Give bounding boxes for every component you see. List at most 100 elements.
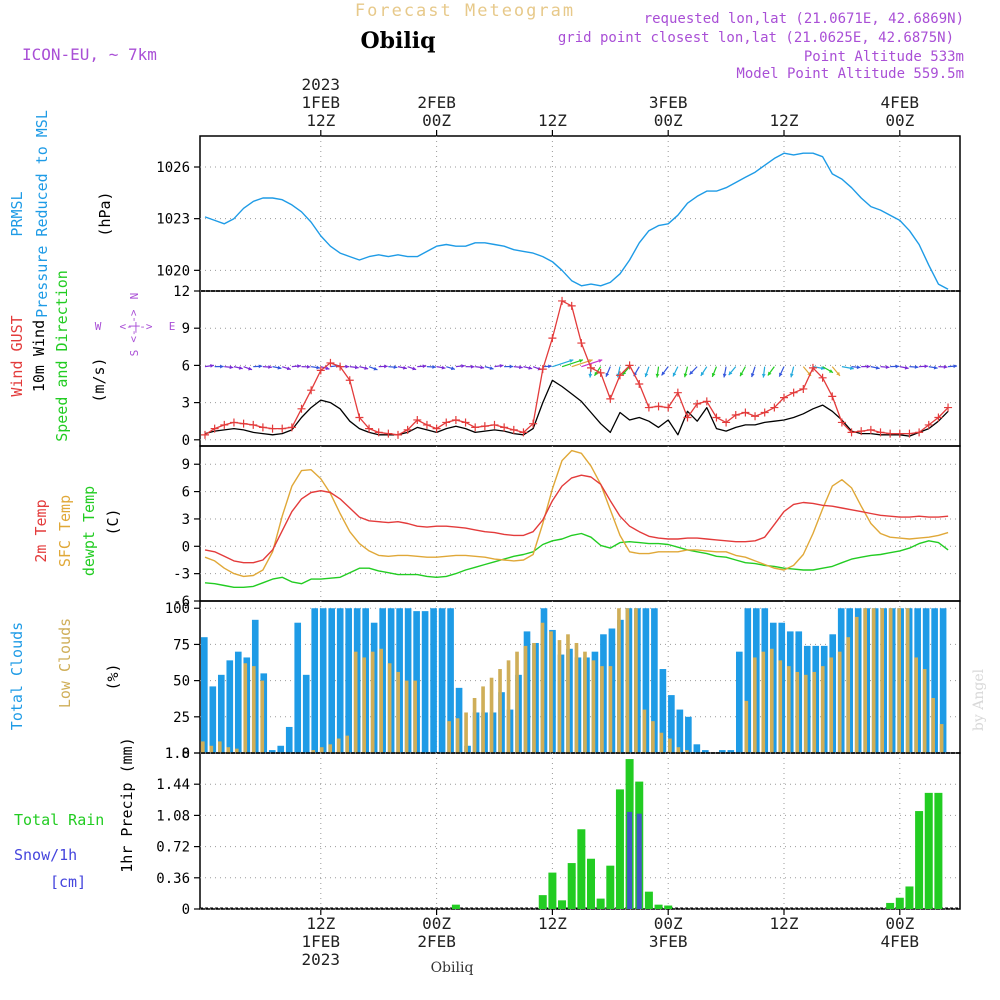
wind-gust-marker (751, 412, 760, 421)
low-cloud-bar (871, 608, 876, 753)
rain-bar (895, 897, 904, 909)
wind-gust-marker (384, 429, 393, 438)
low-cloud-bar (549, 631, 553, 753)
total-cloud-bar (719, 750, 726, 753)
clouds-ticks: 100 75 50 25 0 (165, 601, 200, 762)
wind-unit: (m/s) (90, 357, 108, 402)
compass-s: S (128, 350, 141, 357)
pressure-ytick-label: 1026 (156, 160, 190, 176)
wind-arrow (552, 359, 574, 368)
wind-gust-marker (500, 423, 509, 432)
time-tick-label: 12Z (538, 914, 567, 933)
wind-arrow-head (866, 364, 871, 369)
low-cloud-bar (540, 622, 545, 753)
time-tick-label: 2FEB (417, 932, 456, 951)
total-cloud-bar (430, 608, 437, 753)
wind-gust-marker (567, 301, 576, 310)
total-cloud-bar (311, 608, 319, 753)
wind-arrow-head (594, 371, 599, 376)
time-tick-label: 12Z (770, 914, 799, 933)
total-cloud-bar (209, 686, 217, 753)
wind-ytick-label: 9 (182, 321, 190, 337)
low-cloud-bar (888, 608, 893, 753)
wind-gust-marker (442, 418, 451, 427)
total-cloud-bar (201, 637, 208, 753)
wind-arrow-head (849, 366, 854, 371)
wind-panel: 12 9 6 3 0 Wind GUST 10m Wind Speed and Dire… (8, 270, 961, 449)
wind-gust-marker (741, 408, 750, 417)
time-tick-label: 4FEB (881, 932, 920, 951)
wind-arrow-head (953, 364, 958, 369)
wind-arrow-head (885, 365, 890, 370)
low-cloud-bar (634, 608, 638, 753)
wind-gust-marker (722, 418, 731, 427)
wind-arrow-head (248, 366, 253, 371)
total-cloud-bar (328, 608, 336, 753)
time-tick-label: 00Z (422, 914, 451, 933)
product-title: Forecast Meteogram (355, 1, 575, 21)
wind-gust-marker (731, 411, 740, 419)
wind-arrow-head (683, 373, 688, 378)
wind-series (201, 296, 953, 439)
rain-bar (886, 902, 895, 909)
time-tick-label: 00Z (654, 914, 683, 933)
pressure-unit: (hPa) (96, 191, 114, 236)
wind-gust-marker (587, 363, 595, 372)
precip-ytick-label: 1.8 (165, 746, 190, 762)
wind-arrow-head (644, 373, 649, 378)
wind-gust-marker (857, 427, 866, 436)
rain-bar (924, 792, 933, 909)
rain-bar (558, 900, 567, 909)
time-tick-label: 1FEB (302, 932, 341, 951)
wind-gust-marker (422, 420, 431, 429)
wind-arrow-head (364, 366, 369, 370)
compass-w: W (95, 320, 102, 333)
footer-location: Obiliq (431, 960, 474, 976)
wind-arrow-head (489, 366, 494, 370)
point-altitude: Point Altitude 533m (804, 49, 964, 65)
low-cloud-bar (914, 657, 918, 753)
time-tick-label: 12Z (306, 111, 335, 130)
low-cloud-bar (795, 671, 800, 753)
time-tick-label: 4FEB (881, 93, 920, 112)
low-cloud-bar (761, 651, 766, 753)
wind-arrow-head (605, 372, 610, 377)
precip-ytick-label: 0 (182, 902, 190, 918)
wind-frame (199, 290, 961, 447)
wind-gust-marker (229, 418, 238, 427)
total-cloud-bar (294, 622, 302, 753)
snow-bar (627, 811, 633, 909)
wind-arrow-head (722, 373, 727, 378)
wind-gust-marker (355, 413, 364, 422)
temp-label-dewpt: dewpt Temp (80, 486, 98, 576)
low-cloud-bar (226, 747, 231, 753)
wind-gust-marker (548, 334, 557, 343)
low-cloud-bar (328, 744, 333, 753)
wind-gust-marker (413, 415, 422, 424)
rain-bar (567, 863, 576, 909)
pressure-ytick-label: 1023 (156, 212, 190, 228)
wind-gust-marker (886, 429, 895, 438)
wind-gust-marker (615, 371, 624, 380)
wind-arrow-head (711, 372, 716, 377)
dewpt-line (204, 532, 949, 588)
time-tick-label: 00Z (885, 914, 914, 933)
wind-arrow-head (836, 371, 840, 376)
total-cloud-bar (659, 669, 667, 753)
wind-gust-marker (336, 362, 345, 371)
clouds-ytick-label: 75 (173, 637, 190, 653)
low-cloud-bar (319, 747, 324, 753)
wind-ytick-label: 3 (182, 396, 190, 412)
precip-label-snow: Snow/1h (14, 846, 77, 864)
clouds-series (201, 608, 947, 753)
wind-arrow-head (286, 366, 291, 371)
low-cloud-bar (515, 651, 519, 753)
wind-arrow-head (306, 364, 311, 369)
total-cloud-bar (438, 608, 446, 753)
wind-gust-marker (490, 420, 499, 429)
precip-label-snow-unit: [cm] (50, 873, 86, 891)
wind-gust-marker (693, 399, 702, 408)
wind-arrow-head (750, 373, 755, 378)
low-cloud-bar (939, 724, 944, 753)
wind-arrow-head (384, 364, 388, 369)
